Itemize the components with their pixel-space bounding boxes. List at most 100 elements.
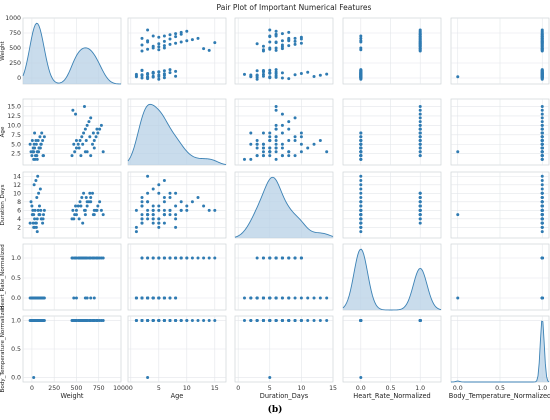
point: [359, 36, 363, 40]
y-tick-label: 250: [9, 60, 21, 67]
kde-area-Heart_Rate_Normalized: [343, 249, 441, 310]
point: [33, 131, 37, 135]
point: [34, 138, 38, 142]
point: [318, 73, 322, 77]
point: [168, 42, 172, 46]
point: [261, 154, 265, 158]
point: [540, 142, 544, 146]
point: [242, 319, 246, 323]
point: [359, 230, 363, 234]
point: [418, 120, 422, 124]
point: [157, 75, 161, 78]
point: [101, 319, 105, 323]
point: [162, 200, 166, 204]
point: [213, 256, 217, 260]
point: [71, 208, 75, 212]
panel-Weight-vs-Duration_Days: [234, 17, 334, 85]
point: [293, 42, 297, 46]
x-axis-label-Heart_Rate_Normalized: Heart_Rate_Normalized: [353, 392, 430, 400]
point: [174, 213, 178, 217]
point: [312, 75, 316, 78]
point: [274, 135, 278, 139]
point: [31, 319, 35, 323]
point: [540, 225, 544, 229]
point: [162, 256, 166, 260]
panel-Weight-vs-Weight: 0 250 500 750 1000 Weight: [0, 15, 122, 85]
point: [162, 39, 166, 43]
point: [287, 256, 291, 260]
point: [359, 319, 363, 323]
kde-line-Weight: [22, 22, 122, 85]
point: [157, 48, 161, 52]
point: [35, 230, 39, 234]
point: [157, 45, 161, 49]
point: [325, 319, 329, 323]
point: [280, 112, 284, 116]
point: [96, 131, 100, 135]
point: [94, 135, 98, 139]
point: [151, 75, 155, 79]
point: [274, 68, 278, 72]
point: [293, 135, 297, 139]
point: [41, 217, 45, 221]
point: [293, 73, 297, 77]
point: [31, 208, 35, 212]
point: [325, 296, 329, 300]
panel-Age-vs-Age: [127, 98, 227, 166]
point: [168, 68, 172, 72]
point: [77, 146, 81, 150]
panel-Age-vs-Weight: 2.5 5.0 7.5 10.0 12.5 15.0 Age: [0, 98, 122, 166]
y-axis-label-Heart_Rate_Normalized: Heart_Rate_Normalized: [0, 244, 6, 310]
point: [359, 138, 363, 142]
point: [31, 146, 35, 150]
point: [540, 36, 544, 40]
point: [33, 208, 37, 212]
point: [134, 225, 138, 229]
kde-line-Heart_Rate_Normalized: [342, 248, 442, 311]
point: [190, 38, 194, 42]
panel-Heart_Rate_Normalized-vs-Body_Temperature_Normalized: [450, 243, 550, 311]
point: [74, 319, 78, 323]
point: [268, 68, 272, 72]
point: [418, 221, 422, 225]
point: [151, 34, 155, 38]
point: [274, 41, 278, 45]
point: [185, 204, 189, 208]
point: [38, 187, 42, 191]
point: [146, 28, 150, 32]
point: [83, 127, 87, 131]
point: [359, 375, 363, 379]
x-tick-label: 15: [329, 385, 337, 392]
point: [84, 138, 88, 142]
y-axis-label-Duration_Days: Duration_Days: [0, 184, 6, 225]
point: [242, 157, 246, 161]
point: [98, 127, 102, 131]
point: [312, 319, 316, 323]
point: [359, 174, 363, 178]
point: [74, 213, 78, 217]
point: [140, 76, 144, 80]
point: [82, 105, 86, 109]
panel-Age-vs-Duration_Days: [234, 98, 334, 166]
point: [174, 319, 178, 323]
point: [72, 319, 76, 323]
point: [540, 43, 544, 47]
point: [42, 296, 46, 300]
point: [280, 47, 284, 51]
point: [168, 319, 172, 323]
point: [418, 200, 422, 204]
point: [42, 208, 46, 212]
point: [540, 230, 544, 234]
point: [306, 146, 310, 150]
point: [268, 150, 272, 154]
point: [274, 48, 278, 52]
figure-caption: (b): [268, 404, 283, 415]
point: [157, 70, 161, 74]
x-tick-label: 0.0: [453, 385, 463, 392]
point: [299, 319, 303, 323]
point: [207, 208, 211, 212]
point: [287, 30, 291, 34]
point: [280, 142, 284, 146]
point: [41, 213, 45, 217]
